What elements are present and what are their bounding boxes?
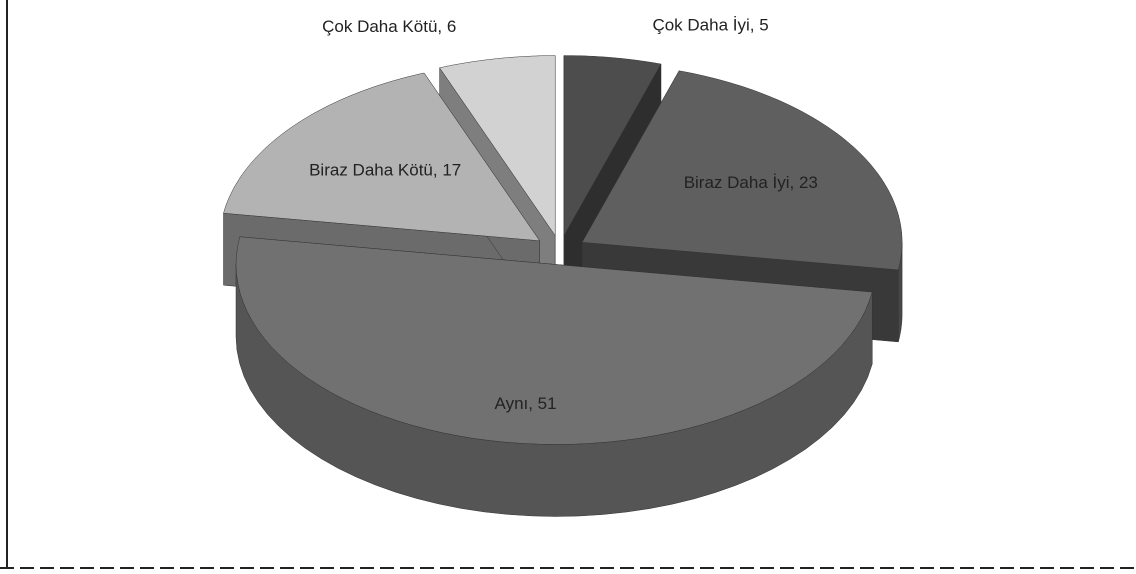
slice-top <box>581 70 903 271</box>
slice-top <box>563 55 662 237</box>
data-label: Çok Daha Kötü, 6 <box>322 17 456 36</box>
slice-top <box>223 72 541 242</box>
slice-top <box>439 55 556 237</box>
data-label: Aynı, 51 <box>495 394 557 413</box>
slice-top <box>235 236 873 445</box>
data-label: Biraz Daha İyi, 23 <box>684 173 818 192</box>
data-label: Biraz Daha Kötü, 17 <box>309 160 461 179</box>
data-label: Çok Daha İyi, 5 <box>652 15 768 34</box>
slice <box>235 236 873 517</box>
